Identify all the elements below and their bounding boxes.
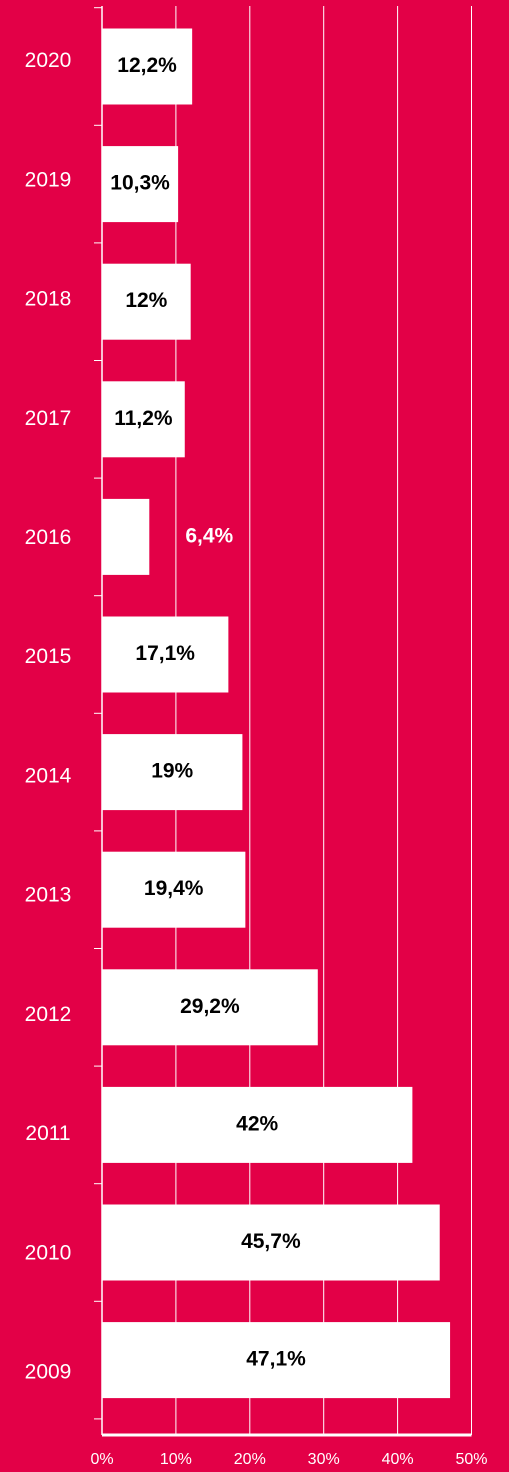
value-label-2017: 11,2% [114,407,173,430]
bars [102,28,451,1399]
year-label-2015: 2015 [25,645,72,668]
year-label-2013: 2013 [25,884,72,907]
bar-2020 [102,28,193,105]
year-label-2018: 2018 [25,288,72,311]
year-label-2009: 2009 [25,1361,72,1384]
bar-2016 [102,498,150,575]
value-label-2012: 29,2% [180,995,240,1018]
year-label-2012: 2012 [25,1003,72,1026]
x-tick-label: 40% [382,1451,414,1468]
year-label-2010: 2010 [25,1241,72,1264]
grid-lines [175,6,472,1435]
axes [94,6,472,1437]
year-label-2011: 2011 [25,1122,70,1145]
bar-2009 [102,1322,451,1399]
year-label-2017: 2017 [25,407,72,430]
bar-2018 [102,263,191,340]
x-tick-label: 20% [234,1451,266,1468]
year-label-2016: 2016 [25,526,72,549]
x-tick-label: 10% [160,1451,192,1468]
value-label-2013: 19,4% [144,877,204,900]
value-label-2009: 47,1% [246,1348,306,1371]
year-label-2020: 2020 [25,49,72,72]
value-label-2014: 19% [151,760,193,783]
bar-2017 [102,381,185,458]
bar-2019 [102,146,179,223]
value-label-2020: 12,2% [117,54,177,77]
bar-2015 [102,616,229,693]
x-tick-label: 30% [308,1451,340,1468]
bar-2011 [102,1086,413,1163]
bar-2012 [102,969,318,1046]
year-label-2019: 2019 [25,168,72,191]
x-tick-label: 0% [90,1451,113,1468]
bar-2010 [102,1204,440,1281]
value-label-2011: 42% [236,1112,278,1135]
labels: 0% 10% 20% 30% 40% 50% 2020 2019 2018 2017 2016 201… [25,49,488,1468]
value-label-2016: 6,4% [185,524,233,547]
value-label-2015: 17,1% [135,642,195,665]
value-label-2010: 45,7% [241,1230,301,1253]
x-tick-label: 50% [455,1451,487,1468]
bar-2014 [102,734,243,811]
year-label-2014: 2014 [25,764,72,787]
value-label-2019: 10,3% [110,172,170,195]
value-label-2018: 12% [125,289,167,312]
bar-2013 [102,851,246,928]
